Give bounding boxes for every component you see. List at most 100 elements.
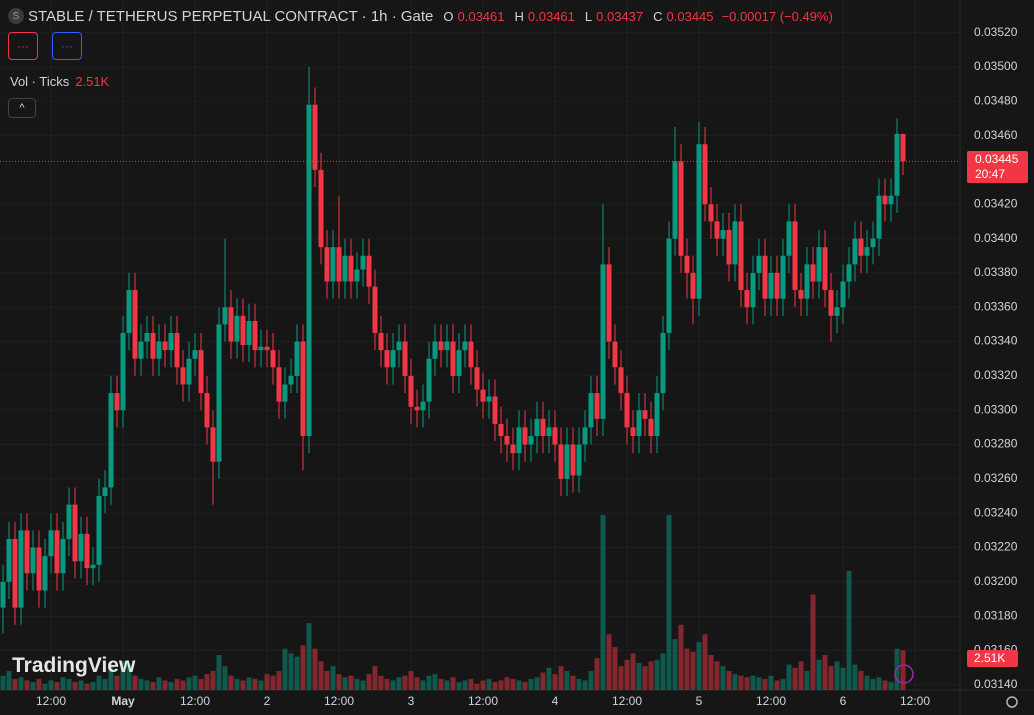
volume-bar xyxy=(342,677,348,690)
volume-bar xyxy=(822,655,828,690)
volume-bar xyxy=(138,678,144,690)
candle-body xyxy=(342,255,348,282)
candle-body xyxy=(864,247,870,256)
y-tick-label: 0.03460 xyxy=(974,128,1018,142)
volume-bar xyxy=(642,666,648,690)
candle-body xyxy=(816,247,822,282)
candle-body xyxy=(600,264,606,419)
volume-bar xyxy=(114,675,120,690)
candle-body xyxy=(810,264,816,282)
y-tick-label: 0.03280 xyxy=(974,437,1018,451)
volume-bar xyxy=(150,682,156,690)
volume-bar xyxy=(720,666,726,690)
indicator-button[interactable]: ··· xyxy=(52,32,82,60)
candle-body xyxy=(264,346,270,351)
volume-bar xyxy=(330,666,336,690)
volume-bar xyxy=(240,680,246,690)
volume-bar xyxy=(852,664,858,690)
volume-bar xyxy=(774,680,780,690)
candle-body xyxy=(138,341,144,359)
candle-body xyxy=(258,346,264,351)
y-tick-label: 0.03220 xyxy=(974,540,1018,554)
volume-bar xyxy=(156,677,162,690)
candle-body xyxy=(858,238,864,256)
candle-body xyxy=(6,538,12,582)
volume-bar xyxy=(198,678,204,690)
symbol-icon: S xyxy=(8,8,24,24)
candle-body xyxy=(840,281,846,308)
volume-bar xyxy=(792,667,798,690)
candle-body xyxy=(78,533,84,562)
ohlc-key: L xyxy=(584,8,593,24)
volume-bar xyxy=(558,666,564,690)
candle-body xyxy=(468,341,474,368)
candle-body xyxy=(18,530,24,608)
chart-title: STABLE / TETHERUS PERPETUAL CONTRACT · 1… xyxy=(28,7,434,25)
y-tick-label: 0.03400 xyxy=(974,231,1018,245)
volume-bar xyxy=(324,670,330,690)
volume-bar xyxy=(48,680,54,690)
y-tick-label: 0.03260 xyxy=(974,471,1018,485)
candle-body xyxy=(696,144,702,299)
candle-body xyxy=(804,264,810,299)
candle-body xyxy=(36,547,42,591)
volume-bar xyxy=(18,677,24,690)
candle-body xyxy=(204,393,210,428)
volume-bar xyxy=(54,682,60,690)
volume-bar xyxy=(696,642,702,690)
candle-body xyxy=(642,410,648,419)
candle-body xyxy=(30,547,36,574)
volume-bar xyxy=(372,666,378,690)
x-tick-label: May xyxy=(111,694,135,708)
volume-bar xyxy=(600,515,606,690)
volume-bar xyxy=(348,675,354,690)
volume-bar xyxy=(90,682,96,690)
candle-body xyxy=(288,375,294,385)
candle-body xyxy=(306,104,312,436)
candle-body xyxy=(678,161,684,256)
y-tick-label: 0.03520 xyxy=(974,25,1018,39)
ohlc-value: 0.03461 xyxy=(457,8,505,24)
candle-body xyxy=(510,444,516,454)
volume-bar xyxy=(588,670,594,690)
volume-bar xyxy=(222,666,228,690)
candle-body xyxy=(102,487,108,497)
candle-body xyxy=(162,341,168,351)
volume-bar xyxy=(618,666,624,690)
candle-body xyxy=(354,269,360,282)
volume-bar xyxy=(168,682,174,690)
axis-background xyxy=(960,0,1034,715)
x-tick-label: 12:00 xyxy=(612,694,642,708)
ohlc-value: 0.03461 xyxy=(527,8,575,24)
candle-body xyxy=(360,255,366,270)
candle-body xyxy=(444,341,450,351)
volume-bar xyxy=(660,653,666,690)
candle-body xyxy=(558,444,564,479)
collapse-button[interactable]: ^ xyxy=(8,98,36,118)
candle-body xyxy=(450,341,456,376)
y-tick-label: 0.03500 xyxy=(974,59,1018,73)
candle-body xyxy=(438,341,444,351)
volume-bar xyxy=(288,653,294,690)
volume-bar xyxy=(162,680,168,690)
volume-bar xyxy=(78,680,84,690)
indicator-button[interactable]: ··· xyxy=(8,32,38,60)
candle-body xyxy=(888,195,894,205)
volume-bar xyxy=(66,678,72,690)
candle-body xyxy=(294,341,300,376)
volume-bar xyxy=(72,682,78,690)
volume-bar xyxy=(648,661,654,690)
candle-body xyxy=(90,564,96,569)
candle-body xyxy=(324,247,330,282)
candle-body xyxy=(54,530,60,574)
volume-bar xyxy=(408,670,414,690)
candle-body xyxy=(654,393,660,436)
candle-body xyxy=(210,427,216,462)
candle-body xyxy=(174,332,180,368)
y-tick-label: 0.03380 xyxy=(974,265,1018,279)
volume-bar xyxy=(180,680,186,690)
candle-body xyxy=(822,247,828,291)
candle-body xyxy=(222,307,228,325)
